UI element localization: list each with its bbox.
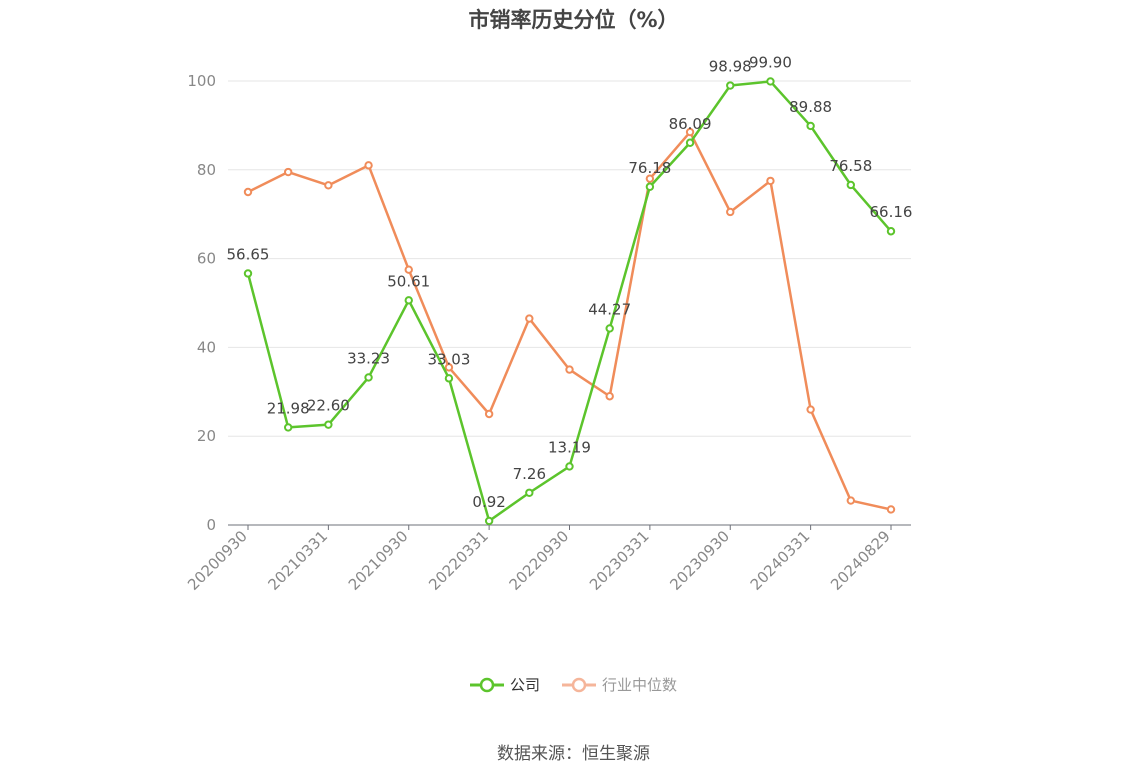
legend: 公司 行业中位数 <box>0 674 1147 695</box>
data-point-company <box>806 121 815 131</box>
x-axis-ticks: 20200930 20210331 20210930 20220331 20220930… <box>184 525 894 594</box>
data-point-industry <box>324 181 333 190</box>
data-point-company <box>484 516 494 526</box>
data-label: 99.90 <box>749 53 792 71</box>
data-label: 0.92 <box>472 493 505 511</box>
data-point-industry <box>484 409 494 419</box>
data-point-industry <box>444 363 454 372</box>
data-point-company <box>726 81 735 90</box>
data-point-industry <box>243 187 253 197</box>
y-tick-label: 80 <box>197 161 216 179</box>
legend-item-company[interactable]: 公司 <box>469 674 540 695</box>
x-tick-label: 20230331 <box>586 527 653 594</box>
data-point-company <box>565 462 574 471</box>
data-label: 33.23 <box>347 349 390 367</box>
data-point-industry <box>726 207 735 217</box>
legend-industry-label: 行业中位数 <box>602 676 678 694</box>
x-tick-label: 20200930 <box>184 527 251 594</box>
data-label: 50.61 <box>387 272 430 290</box>
x-tick-label: 20230930 <box>666 527 733 594</box>
y-tick-label: 40 <box>197 338 216 356</box>
data-label: 89.88 <box>789 98 832 116</box>
data-point-industry <box>605 392 614 401</box>
data-point-company <box>846 180 856 190</box>
data-point-company <box>283 423 293 432</box>
data-label: 56.65 <box>227 245 270 263</box>
legend-industry-marker <box>562 677 596 692</box>
data-point-industry <box>283 167 293 177</box>
data-point-industry <box>846 496 856 505</box>
data-point-industry <box>525 314 534 323</box>
x-tick-label: 20220331 <box>425 527 492 594</box>
data-point-company <box>525 488 534 497</box>
legend-company-marker <box>469 677 504 692</box>
data-point-company <box>645 182 655 191</box>
data-point-industry <box>766 176 775 186</box>
data-point-company <box>685 138 695 147</box>
data-point-company <box>324 420 333 429</box>
y-tick-label: 20 <box>197 427 216 445</box>
y-tick-label: 100 <box>187 72 216 90</box>
y-tick-label: 60 <box>197 250 216 268</box>
y-axis-ticks: 0 20 40 60 80 100 <box>187 72 216 534</box>
data-point-industry <box>685 127 695 137</box>
data-label: 98.98 <box>709 58 752 76</box>
data-point-industry <box>364 161 373 170</box>
legend-company-label: 公司 <box>509 676 540 694</box>
data-point-industry <box>565 365 574 374</box>
data-point-industry <box>645 174 655 183</box>
y-tick-label: 0 <box>206 516 216 534</box>
data-label: 44.27 <box>588 300 631 318</box>
data-point-company <box>404 296 413 305</box>
x-tick-label: 20210331 <box>264 527 331 594</box>
data-label: 13.19 <box>548 438 591 456</box>
data-point-company <box>886 227 896 236</box>
data-label: 21.98 <box>267 399 310 417</box>
data-label: 76.18 <box>628 159 671 177</box>
data-point-industry <box>886 505 896 514</box>
data-point-industry <box>404 265 413 274</box>
data-point-company <box>243 269 253 278</box>
data-label: 76.58 <box>829 157 872 175</box>
source-note: 数据来源：恒生聚源 <box>497 744 650 764</box>
x-tick-label: 20210930 <box>345 527 412 594</box>
chart-title: 市销率历史分位（%） <box>468 8 679 32</box>
x-tick-label: 20240331 <box>747 527 814 594</box>
data-label: 86.09 <box>669 115 712 133</box>
data-point-company <box>605 324 614 333</box>
data-point-company <box>444 374 454 383</box>
data-point-industry <box>806 405 815 414</box>
grid-lines <box>228 80 911 437</box>
data-point-company <box>766 77 775 86</box>
series-lines <box>243 77 896 526</box>
data-point-company <box>364 373 373 382</box>
x-tick-label: 20220930 <box>506 527 573 594</box>
data-label: 66.16 <box>870 203 913 221</box>
legend-item-industry[interactable]: 行业中位数 <box>562 674 677 695</box>
data-label: 7.26 <box>513 465 546 483</box>
data-label: 33.03 <box>427 350 470 368</box>
x-tick-label: 20240829 <box>827 527 894 594</box>
data-label: 22.60 <box>307 397 350 415</box>
